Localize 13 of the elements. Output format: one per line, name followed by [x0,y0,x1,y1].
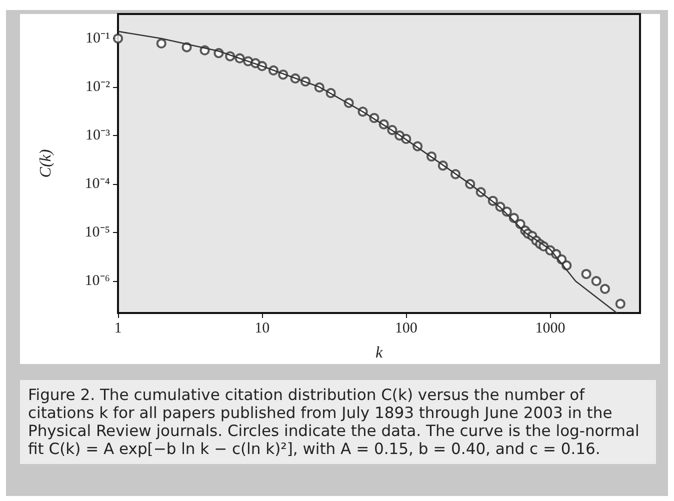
x-axis-title: k [375,344,384,362]
y-axis-title: C(k) [38,149,54,178]
x-tick-label: 100 [394,320,418,336]
y-tick-label: 10⁻³ [86,128,110,144]
y-tick-label: 10⁻⁴ [84,176,110,192]
x-tick-label: 10 [254,320,270,336]
x-tick-label: 1000 [535,320,566,336]
y-tick-label: 10⁻² [86,79,110,96]
x-tick-label: 1 [114,320,122,336]
y-tick-label: 10⁻⁶ [84,273,110,290]
y-tick-label: 10⁻¹ [86,30,110,47]
caption: Figure 2. The cumulative citation distribution C(k) versus the number of citations k for all papers published from July 1893 through June 2003 in the Physical Review journals. Circles indicate the data. The curve is the log-normal fit C(k) = A exp[−b ln k − c(ln k)²], with A = 0.15, b = 0.40, and c = 0.16. [20,380,656,464]
y-tick-label: 10⁻⁵ [84,224,110,241]
